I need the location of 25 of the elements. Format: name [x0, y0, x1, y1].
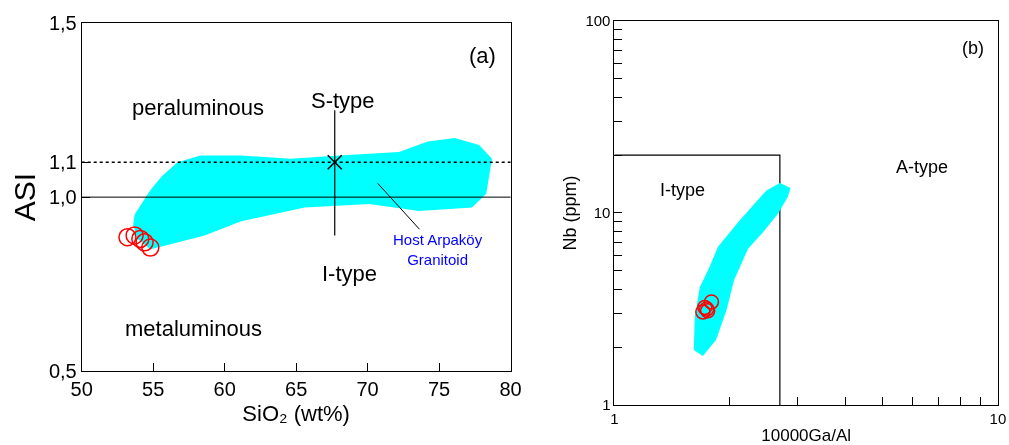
- x-tick-label: 70: [356, 378, 379, 401]
- annotation: I-type: [660, 180, 706, 200]
- annotation: S-type: [311, 88, 375, 113]
- x-axis-title: SiO₂ (wt%): [242, 401, 350, 427]
- y-tick-label: 10: [593, 204, 611, 222]
- annotation: (b): [962, 38, 984, 58]
- x-tick-label: 80: [499, 378, 522, 401]
- y-axis-title: ASI: [7, 172, 41, 222]
- series-label: Host Arpaköy Granitoid: [393, 231, 483, 268]
- y-tick-label: 1,0: [48, 186, 77, 209]
- x-tick-label: 55: [142, 378, 165, 401]
- x-tick-label: 60: [213, 378, 236, 401]
- annotation: metaluminous: [125, 316, 262, 341]
- x-tick-label: 65: [285, 378, 308, 401]
- x-axis-title: 10000Ga/Al: [761, 426, 852, 445]
- annotation: A-type: [896, 157, 949, 177]
- annotation: (a): [469, 43, 496, 68]
- y-tick-label: 1,1: [48, 151, 77, 174]
- y-tick-label: 1: [602, 396, 611, 414]
- x-tick-label: 75: [427, 378, 451, 401]
- y-tick-label: 100: [585, 12, 611, 30]
- y-tick-label: 1,5: [48, 12, 77, 35]
- annotation: peraluminous: [132, 95, 265, 120]
- annotation: I-type: [322, 261, 378, 286]
- y-axis-title: Nb (ppm): [559, 175, 580, 251]
